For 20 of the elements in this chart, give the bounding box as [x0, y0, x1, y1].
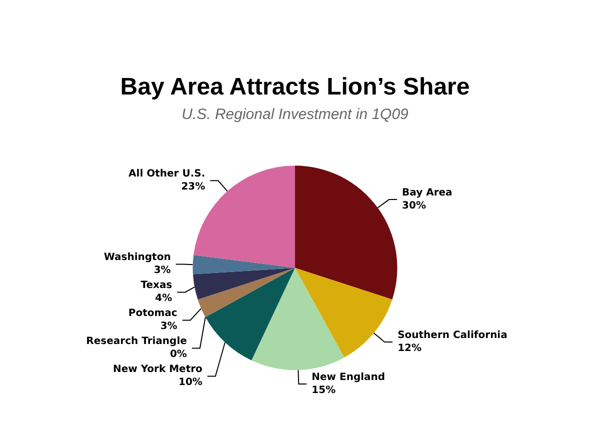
data-label: 23%: [181, 182, 206, 193]
data-label: 15%: [312, 385, 336, 396]
slice-label: Texas: [140, 280, 172, 292]
data-label: 3%: [154, 265, 171, 276]
data-label: 12%: [398, 342, 422, 354]
chart-subtitle: U.S. Regional Investment in 1Q09: [182, 106, 410, 123]
slice-label: New York Metro: [112, 364, 203, 376]
slice-label: New England: [312, 372, 386, 384]
data-label: 10%: [178, 377, 202, 388]
slice-label: All Other U.S.: [128, 168, 206, 180]
data-label: 30%: [402, 200, 426, 212]
slice-label: Southern California: [398, 330, 508, 341]
slice-label: Bay Area: [402, 188, 452, 199]
category-label: Research Triangle: [86, 336, 187, 348]
data-label: 4%: [155, 293, 172, 304]
slice-label: Potomac: [128, 308, 178, 320]
slice-label: Washington: [104, 252, 171, 264]
text: 0%: [170, 349, 187, 360]
chart-title: Bay Area Attracts Lion’s Share: [120, 74, 470, 100]
data-label: 3%: [160, 321, 178, 332]
